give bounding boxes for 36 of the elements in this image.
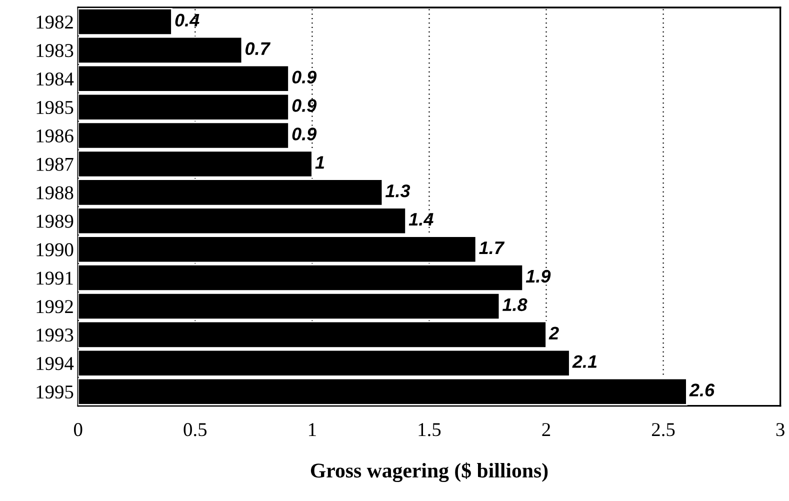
y-tick-label: 1990 xyxy=(36,243,74,256)
data-label: 2.6 xyxy=(689,384,715,396)
x-tick-label: 1.5 xyxy=(418,423,441,436)
data-label: 0.7 xyxy=(245,42,271,56)
y-tick-label: 1985 xyxy=(36,100,74,114)
data-label: 0.9 xyxy=(292,128,317,140)
y-tick-label: 1986 xyxy=(36,129,74,142)
x-tick-label: 3 xyxy=(776,423,784,436)
x-tick-label: 1 xyxy=(309,423,316,436)
y-tick-label: 1991 xyxy=(36,272,73,285)
data-label: 1.4 xyxy=(408,213,434,226)
y-tick-label: 1993 xyxy=(36,328,74,342)
y-tick-label: 1994 xyxy=(36,357,74,370)
data-label: 0.4 xyxy=(175,14,200,27)
x-tick-label: 0.5 xyxy=(184,423,207,436)
data-label: 1.3 xyxy=(385,184,410,198)
y-tick-label: 1987 xyxy=(36,158,74,171)
data-label: 1.8 xyxy=(502,298,528,312)
y-tick-label: 1984 xyxy=(36,72,74,86)
y-tick-label: 1983 xyxy=(36,44,74,58)
data-label: 1 xyxy=(315,156,324,169)
data-label: 0.9 xyxy=(292,70,317,84)
x-tick-label: 2 xyxy=(542,423,550,436)
y-tick-label: 1988 xyxy=(36,186,74,200)
y-tick-label: 1982 xyxy=(36,16,73,29)
x-tick-label: 2.5 xyxy=(652,423,675,436)
x-tick-label: 0 xyxy=(74,423,82,436)
data-label: 1.7 xyxy=(479,242,505,254)
data-label: 2 xyxy=(548,326,559,340)
x-axis-title: Gross wagering ($ billions) xyxy=(310,462,548,482)
y-tick-label: 1992 xyxy=(36,300,73,314)
y-tick-label: 1995 xyxy=(36,385,74,399)
data-label: 2.1 xyxy=(572,355,597,368)
data-label: 0.9 xyxy=(292,99,317,112)
data-label: 1.9 xyxy=(526,270,551,283)
y-tick-label: 1989 xyxy=(36,214,74,228)
